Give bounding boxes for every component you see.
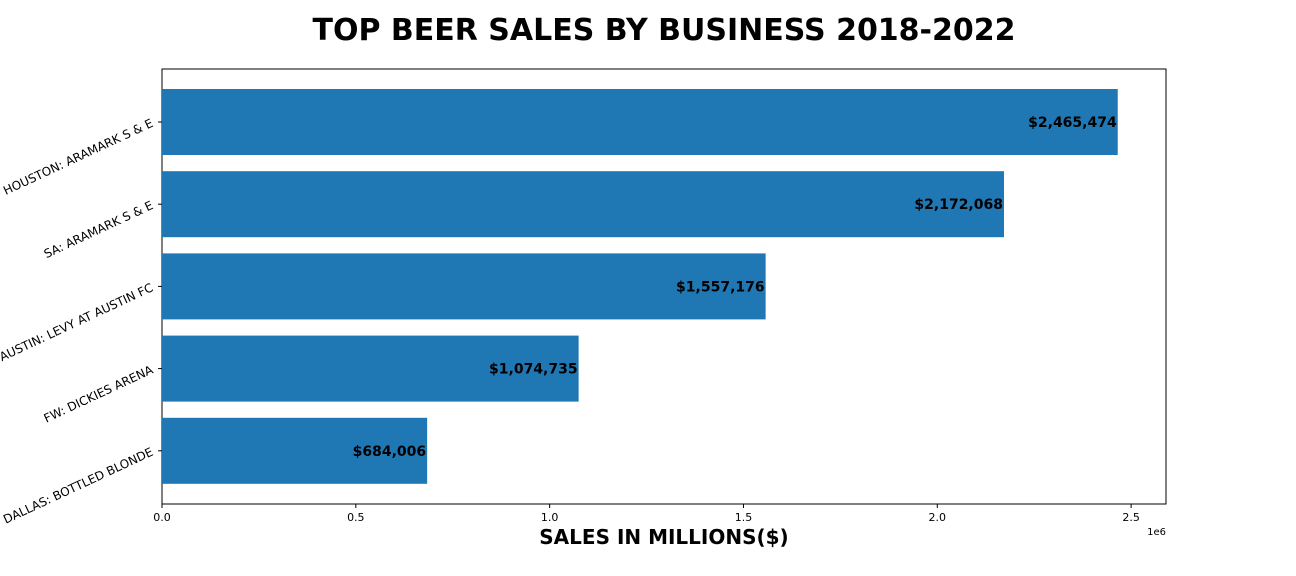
bar (162, 335, 579, 402)
x-axis-label: SALES IN MILLIONS($) (539, 525, 788, 549)
x-tick-label: 1.0 (541, 511, 559, 524)
chart-title: TOP BEER SALES BY BUSINESS 2018-2022 (312, 13, 1015, 48)
y-tick-label: HOUSTON: ARAMARK S & E (1, 116, 155, 198)
bars (162, 89, 1118, 484)
y-axis-ticks: HOUSTON: ARAMARK S & ESA: ARAMARK S & E A… (0, 116, 162, 527)
x-tick-label: 1.5 (735, 511, 753, 524)
y-tick-label: AUSTIN: LEVY AT AUSTIN FC (0, 280, 155, 364)
x-tick-label: 2.5 (1122, 511, 1140, 524)
bar-value-label: $1,557,176 (676, 279, 765, 295)
x-axis-ticks: 0.0 0.5 1.0 1.5 2.0 2.5 (153, 504, 1140, 524)
bar-value-label: $2,172,068 (914, 197, 1003, 213)
x-tick-label: 0.0 (153, 511, 171, 524)
bar (162, 417, 428, 484)
y-tick-label: DALLAS: BOTTLED BLONDE (1, 445, 155, 527)
y-tick-label: FW: DICKIES ARENA (42, 362, 156, 425)
bar-labels: $2,465,474 $2,172,068 $1,557,176 $1,074,735… (353, 115, 1117, 460)
bar-value-label: $684,006 (353, 444, 427, 460)
x-tick-label: 0.5 (347, 511, 365, 524)
x-tick-label: 2.0 (929, 511, 947, 524)
bar (162, 253, 766, 320)
y-tick-label: SA: ARAMARK S & E (42, 198, 156, 261)
x-axis-offset-label: 1e6 (1147, 527, 1166, 538)
bar-value-label: $1,074,735 (489, 362, 578, 378)
bar (162, 171, 1004, 238)
bar-value-label: $2,465,474 (1028, 115, 1117, 131)
bar (162, 89, 1118, 155)
